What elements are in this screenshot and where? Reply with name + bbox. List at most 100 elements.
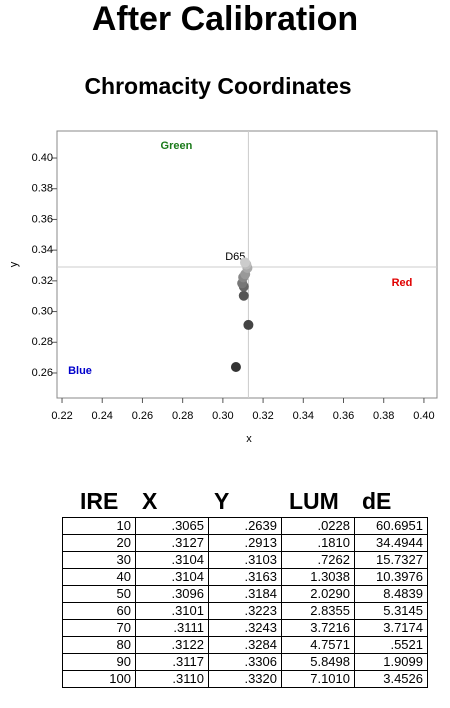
- table-row: 40.3104.3163 1.3038 10.3976: [62, 568, 428, 586]
- chart-title: Chromacity Coordinates: [84, 73, 352, 99]
- table-cell: 15.7327: [354, 551, 428, 569]
- table-cell: .5521: [354, 636, 428, 654]
- table-cell: .2639: [208, 517, 282, 535]
- table-cell: .3110: [135, 670, 209, 688]
- x-tick-label: 0.22: [51, 410, 72, 422]
- table-header: IRE X Y LUM dE: [62, 488, 426, 516]
- table-cell: .3243: [208, 619, 282, 637]
- y-tick-label: 0.30: [32, 305, 53, 317]
- table-cell: 50: [62, 585, 136, 603]
- point: [238, 290, 249, 301]
- y-axis-label: y: [8, 261, 20, 267]
- table-cell: 4.7571: [281, 636, 355, 654]
- table-cell: .3096: [135, 585, 209, 603]
- table-cell: 70: [62, 619, 136, 637]
- table-cell: 20: [62, 534, 136, 552]
- table-cell: 2.8355: [281, 602, 355, 620]
- table-cell: 34.4944: [354, 534, 428, 552]
- y-tick-label: 0.36: [32, 213, 53, 225]
- table-cell: .3163: [208, 568, 282, 586]
- table-cell: .3104: [135, 551, 209, 569]
- table-cell: 5.8498: [281, 653, 355, 671]
- table-cell: 7.1010: [281, 670, 355, 688]
- reference-label: D65: [225, 251, 245, 263]
- x-tick-label: 0.36: [333, 410, 354, 422]
- table-cell: .1810: [281, 534, 355, 552]
- table-cell: 30: [62, 551, 136, 569]
- y-tick-label: 0.38: [32, 183, 53, 195]
- table-cell: .3065: [135, 517, 209, 535]
- table-cell: .3117: [135, 653, 209, 671]
- column-header: dE: [362, 488, 392, 514]
- table-cell: 60.6951: [354, 517, 428, 535]
- table-cell: 5.3145: [354, 602, 428, 620]
- column-header: IRE: [80, 488, 119, 514]
- annotation: Red: [392, 277, 413, 289]
- y-tick-label: 0.26: [32, 367, 53, 379]
- table-row: 50.3096.3184 2.0290 8.4839: [62, 585, 428, 603]
- table-cell: 10: [62, 517, 136, 535]
- table-cell: 60: [62, 602, 136, 620]
- table-row: 20.3127.2913.1810 34.4944: [62, 534, 428, 552]
- table-cell: .3104: [135, 568, 209, 586]
- point: [239, 257, 250, 268]
- table-cell: .3101: [135, 602, 209, 620]
- table-cell: 8.4839: [354, 585, 428, 603]
- table-cell: .3320: [208, 670, 282, 688]
- column-header: X: [142, 488, 158, 514]
- y-tick-label: 0.28: [32, 336, 53, 348]
- annotation: Blue: [68, 365, 92, 377]
- table-cell: 80: [62, 636, 136, 654]
- x-tick-label: 0.34: [293, 410, 314, 422]
- table-cell: .3103: [208, 551, 282, 569]
- x-tick-label: 0.24: [92, 410, 113, 422]
- table-cell: .3127: [135, 534, 209, 552]
- x-tick-label: 0.30: [212, 410, 233, 422]
- table-cell: 1.3038: [281, 568, 355, 586]
- point: [230, 361, 241, 372]
- x-axis-label: x: [246, 433, 252, 445]
- x-tick-label: 0.26: [132, 410, 153, 422]
- point: [243, 319, 254, 330]
- table-row: 30.3104.3103.7262 15.7327: [62, 551, 428, 569]
- data-table: 10.3065.2639.0228 60.6951 20.3127.2913.181…: [62, 517, 428, 688]
- table-row: 10.3065.2639.0228 60.6951: [62, 517, 428, 535]
- table-cell: .0228: [281, 517, 355, 535]
- plot-area: [56, 130, 438, 399]
- table-cell: 3.4526: [354, 670, 428, 688]
- table-cell: .3284: [208, 636, 282, 654]
- table-cell: 3.7216: [281, 619, 355, 637]
- table-cell: 100: [62, 670, 136, 688]
- chart: 0.22 0.24 0.26 0.28 0.30 0.32 0.34 0.36 0.38 0.40…: [8, 130, 438, 445]
- table-cell: 3.7174: [354, 619, 428, 637]
- table-cell: .3306: [208, 653, 282, 671]
- table-cell: .3111: [135, 619, 209, 637]
- x-tick-label: 0.40: [413, 410, 434, 422]
- table-cell: .3122: [135, 636, 209, 654]
- table-cell: 90: [62, 653, 136, 671]
- x-tick-label: 0.32: [252, 410, 273, 422]
- table-row: 90.3117.3306 5.8498 1.9099: [62, 653, 428, 671]
- table-cell: 40: [62, 568, 136, 586]
- x-tick-label: 0.38: [373, 410, 394, 422]
- table-row: 60.3101.3223 2.8355 5.3145: [62, 602, 428, 620]
- table-row: 80.3122.3284 4.7571.5521: [62, 636, 428, 654]
- y-tick-label: 0.32: [32, 275, 53, 287]
- y-tick-label: 0.40: [32, 152, 53, 164]
- table-cell: .3184: [208, 585, 282, 603]
- column-header: LUM: [289, 488, 339, 514]
- table-cell: .7262: [281, 551, 355, 569]
- annotation: Green: [161, 140, 193, 152]
- page-title: After Calibration: [91, 0, 359, 38]
- table-cell: .2913: [208, 534, 282, 552]
- table-cell: 2.0290: [281, 585, 355, 603]
- y-tick-label: 0.34: [32, 244, 53, 256]
- table-row: 100.3110.3320 7.1010 3.4526: [62, 670, 428, 688]
- table-cell: 1.9099: [354, 653, 428, 671]
- table-cell: .3223: [208, 602, 282, 620]
- table-cell: 10.3976: [354, 568, 428, 586]
- table-row: 70.3111.3243 3.7216 3.7174: [62, 619, 428, 637]
- x-tick-label: 0.28: [172, 410, 193, 422]
- column-header: Y: [214, 488, 230, 514]
